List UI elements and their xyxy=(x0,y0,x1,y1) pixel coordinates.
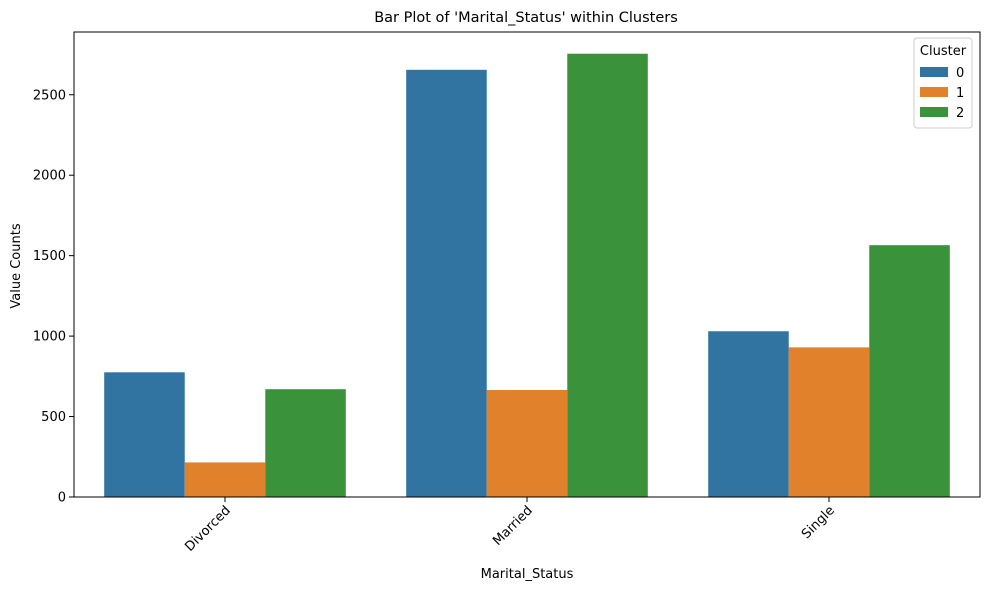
y-axis-label: Value Counts xyxy=(9,223,24,308)
x-tick-label-married: Married xyxy=(490,503,536,549)
y-tick-label-2000: 2000 xyxy=(33,169,66,184)
x-axis-label: Marital_Status xyxy=(481,567,574,582)
chart-title: Bar Plot of 'Marital_Status' within Clus… xyxy=(374,10,678,26)
bar-single-cluster-1 xyxy=(788,347,870,497)
bar-married-cluster-0 xyxy=(406,69,487,497)
legend-title: Cluster xyxy=(920,44,967,59)
bar-married-cluster-2 xyxy=(567,53,648,497)
legend-swatch-cluster-0 xyxy=(920,67,948,77)
bar-single-cluster-0 xyxy=(708,331,789,497)
legend-label-cluster-1: 1 xyxy=(956,86,964,101)
y-tick-label-1000: 1000 xyxy=(33,330,66,345)
legend-label-cluster-2: 2 xyxy=(956,106,964,121)
bar-married-cluster-1 xyxy=(486,390,568,497)
bar-divorced-cluster-1 xyxy=(184,462,266,497)
legend-swatch-cluster-1 xyxy=(920,87,948,97)
legend-swatch-cluster-2 xyxy=(920,107,948,117)
legend-box xyxy=(913,37,973,129)
bars-layer xyxy=(104,53,950,497)
legend: Cluster 0 1 2 xyxy=(913,37,973,129)
x-tick-label-divorced: Divorced xyxy=(182,503,233,554)
legend-label-cluster-0: 0 xyxy=(956,66,964,81)
y-tick-label-1500: 1500 xyxy=(33,249,66,264)
bar-single-cluster-2 xyxy=(869,245,950,497)
y-tick-label-500: 500 xyxy=(41,410,66,425)
y-tick-label-2500: 2500 xyxy=(33,88,66,103)
y-tick-label-0: 0 xyxy=(58,491,66,506)
x-tick-label-single: Single xyxy=(799,503,838,542)
bar-divorced-cluster-2 xyxy=(265,389,346,497)
bar-divorced-cluster-0 xyxy=(104,372,185,497)
